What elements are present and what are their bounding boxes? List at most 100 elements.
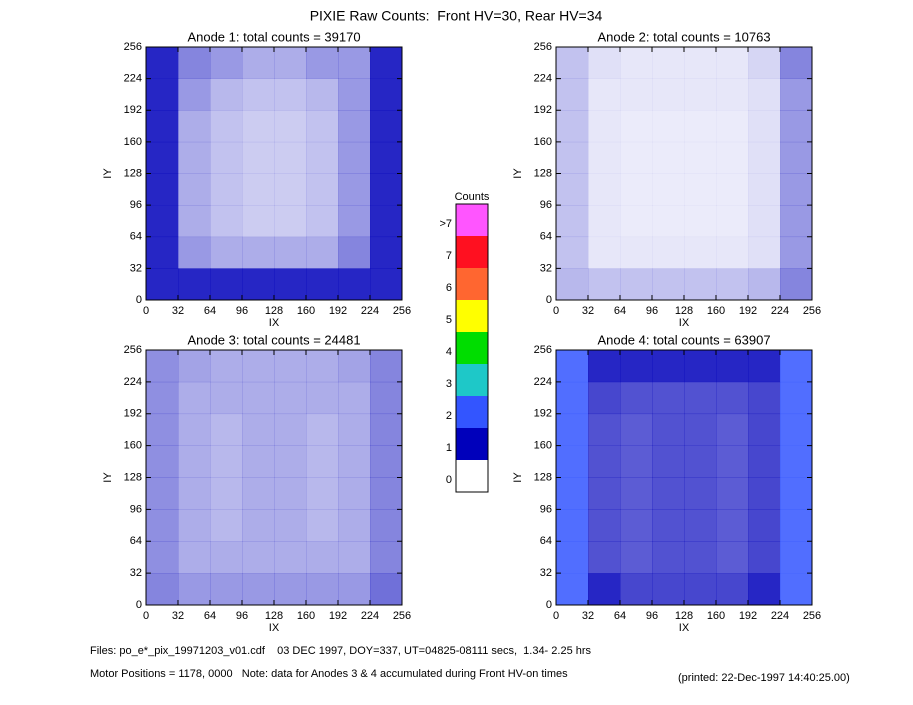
heatmap-cell xyxy=(620,268,653,301)
colorbar-cell xyxy=(456,204,488,236)
heatmap-cell xyxy=(620,573,653,606)
heatmap-cell xyxy=(748,141,781,174)
heatmap-cell xyxy=(274,445,307,478)
heatmap-cell xyxy=(684,350,717,383)
heatmap-cell xyxy=(178,541,211,574)
heatmap-cell xyxy=(178,381,211,415)
heatmap-cell xyxy=(274,110,307,143)
footer-printed: (printed: 22-Dec-1997 14:40:25.00) xyxy=(678,672,850,684)
heatmap-cell xyxy=(210,381,243,415)
y-tick-label: 0 xyxy=(546,599,552,611)
heatmap-cell xyxy=(684,268,717,301)
heatmap-cell xyxy=(274,509,307,542)
heatmap-cell xyxy=(556,381,589,415)
heatmap-cell xyxy=(274,268,307,301)
x-tick-label: 192 xyxy=(329,610,347,622)
x-axis-label: IX xyxy=(269,622,280,634)
heatmap-cell xyxy=(338,350,371,383)
heatmap-cell xyxy=(146,110,179,143)
heatmap-cell xyxy=(652,573,685,606)
heatmap-cell xyxy=(620,413,653,446)
heatmap-cell xyxy=(274,141,307,174)
heatmap-cell xyxy=(210,413,243,446)
heatmap-cell xyxy=(178,445,211,478)
x-tick-label: 160 xyxy=(707,305,725,317)
colorbar-frame xyxy=(455,203,489,493)
heatmap-cell xyxy=(780,413,813,446)
heatmap-cell xyxy=(716,236,749,269)
heatmap-cell xyxy=(242,268,275,301)
heatmap-cell xyxy=(716,141,749,174)
panel-title: Anode 3: total counts = 24481 xyxy=(187,332,360,347)
heatmap-cell xyxy=(338,445,371,478)
heatmap-cell xyxy=(652,110,685,143)
heatmap-cell xyxy=(652,381,685,415)
heatmap-cell xyxy=(242,541,275,574)
heatmap-cell xyxy=(338,173,371,206)
heatmap-cell xyxy=(620,350,653,383)
x-tick-label: 224 xyxy=(361,610,379,622)
heatmap-cell xyxy=(748,78,781,111)
heatmap-cell xyxy=(306,47,339,79)
heatmap-cell xyxy=(556,509,589,542)
heatmap-cell xyxy=(780,110,813,143)
heatmap-cell xyxy=(780,268,813,301)
heatmap-cell xyxy=(370,173,403,206)
heatmap-cell xyxy=(178,47,211,79)
heatmap-cell xyxy=(210,541,243,574)
heatmap-cell xyxy=(370,445,403,478)
heatmap-cell xyxy=(556,413,589,446)
x-tick-label: 96 xyxy=(646,610,658,622)
heatmap-cell xyxy=(652,509,685,542)
x-tick-label: 64 xyxy=(614,305,626,317)
colorbar-cell xyxy=(456,300,488,332)
heatmap-cell xyxy=(684,110,717,143)
heatmap-cell xyxy=(716,477,749,510)
colorbar-title: Counts xyxy=(455,191,490,203)
heatmap-cell xyxy=(306,381,339,415)
heatmap-cell xyxy=(556,268,589,301)
colorbar-label: 1 xyxy=(446,442,452,454)
y-tick-label: 256 xyxy=(124,344,142,356)
heatmap-cell xyxy=(588,268,621,301)
heatmap-cell xyxy=(146,350,179,383)
heatmap-cell xyxy=(210,78,243,111)
heatmap-cell xyxy=(338,541,371,574)
y-tick-label: 160 xyxy=(124,440,142,452)
x-tick-label: 32 xyxy=(582,610,594,622)
heatmap-cell xyxy=(684,509,717,542)
heatmap-cell xyxy=(178,236,211,269)
heatmap-cell xyxy=(652,47,685,79)
heatmap-cell xyxy=(210,47,243,79)
heatmap-cell xyxy=(338,509,371,542)
y-axis-label: IY xyxy=(102,168,114,179)
heatmap-cell xyxy=(588,236,621,269)
x-tick-label: 256 xyxy=(803,610,821,622)
heatmap-cell xyxy=(370,236,403,269)
heatmap-cell xyxy=(684,205,717,238)
heatmap-cell xyxy=(620,205,653,238)
heatmap-cell xyxy=(306,268,339,301)
x-tick-label: 160 xyxy=(297,610,315,622)
y-tick-label: 256 xyxy=(124,41,142,53)
heatmap-cell xyxy=(620,236,653,269)
heatmap-cell xyxy=(274,477,307,510)
heatmap-cell xyxy=(780,350,813,383)
heatmap-cell xyxy=(242,509,275,542)
heatmap-cell xyxy=(716,173,749,206)
heatmap-cell xyxy=(146,509,179,542)
heatmap-cell xyxy=(370,413,403,446)
heatmap-cell xyxy=(146,205,179,238)
heatmap-cell xyxy=(684,173,717,206)
heatmap-cell xyxy=(178,573,211,606)
heatmap-cell xyxy=(274,350,307,383)
x-tick-label: 32 xyxy=(172,305,184,317)
heatmap-cell xyxy=(210,445,243,478)
y-tick-label: 64 xyxy=(130,231,142,243)
heatmap-cell xyxy=(588,47,621,79)
heatmap-cell xyxy=(274,541,307,574)
heatmap-cell xyxy=(652,541,685,574)
colorbar-label: >7 xyxy=(439,218,452,230)
heatmap-cell xyxy=(338,47,371,79)
